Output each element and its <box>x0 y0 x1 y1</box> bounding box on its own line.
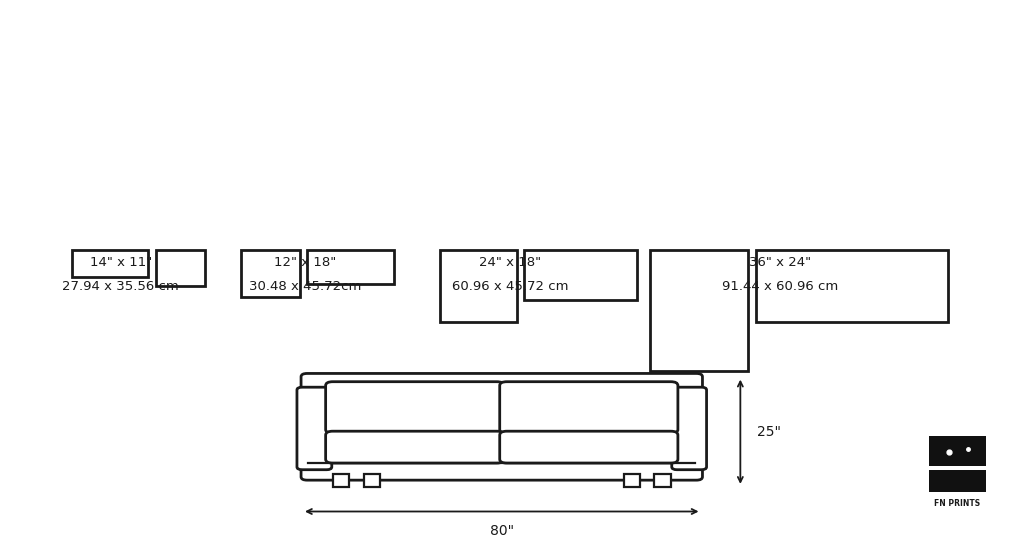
Bar <box>930 470 986 492</box>
Text: 60.96 x 45.72 cm: 60.96 x 45.72 cm <box>452 280 568 294</box>
Text: 30.48 x 45.72cm: 30.48 x 45.72cm <box>249 280 361 294</box>
Bar <box>654 474 671 487</box>
Text: 25": 25" <box>757 425 780 439</box>
Text: 80": 80" <box>489 524 514 537</box>
Text: 24" x 18": 24" x 18" <box>479 256 541 269</box>
Text: 36" x 24": 36" x 24" <box>750 256 811 269</box>
Bar <box>307 250 394 284</box>
Bar <box>333 474 349 487</box>
Text: 91.44 x 60.96 cm: 91.44 x 60.96 cm <box>722 280 839 294</box>
FancyBboxPatch shape <box>297 387 332 470</box>
Bar <box>156 250 205 286</box>
FancyBboxPatch shape <box>500 431 678 463</box>
FancyBboxPatch shape <box>326 431 504 463</box>
Bar <box>440 250 517 322</box>
Bar <box>364 474 380 487</box>
Text: 27.94 x 35.56 cm: 27.94 x 35.56 cm <box>62 280 179 294</box>
Bar <box>241 250 300 297</box>
Text: 14" x 11": 14" x 11" <box>90 256 152 269</box>
Bar <box>756 250 948 322</box>
Bar <box>72 250 148 277</box>
Bar <box>524 250 637 300</box>
Bar <box>624 474 640 487</box>
FancyBboxPatch shape <box>672 387 707 470</box>
Bar <box>930 436 986 466</box>
Text: FN PRINTS: FN PRINTS <box>934 499 981 508</box>
FancyBboxPatch shape <box>500 382 678 433</box>
Text: 12" x 18": 12" x 18" <box>274 256 336 269</box>
FancyBboxPatch shape <box>301 373 702 480</box>
Bar <box>650 250 748 371</box>
FancyBboxPatch shape <box>326 382 504 433</box>
